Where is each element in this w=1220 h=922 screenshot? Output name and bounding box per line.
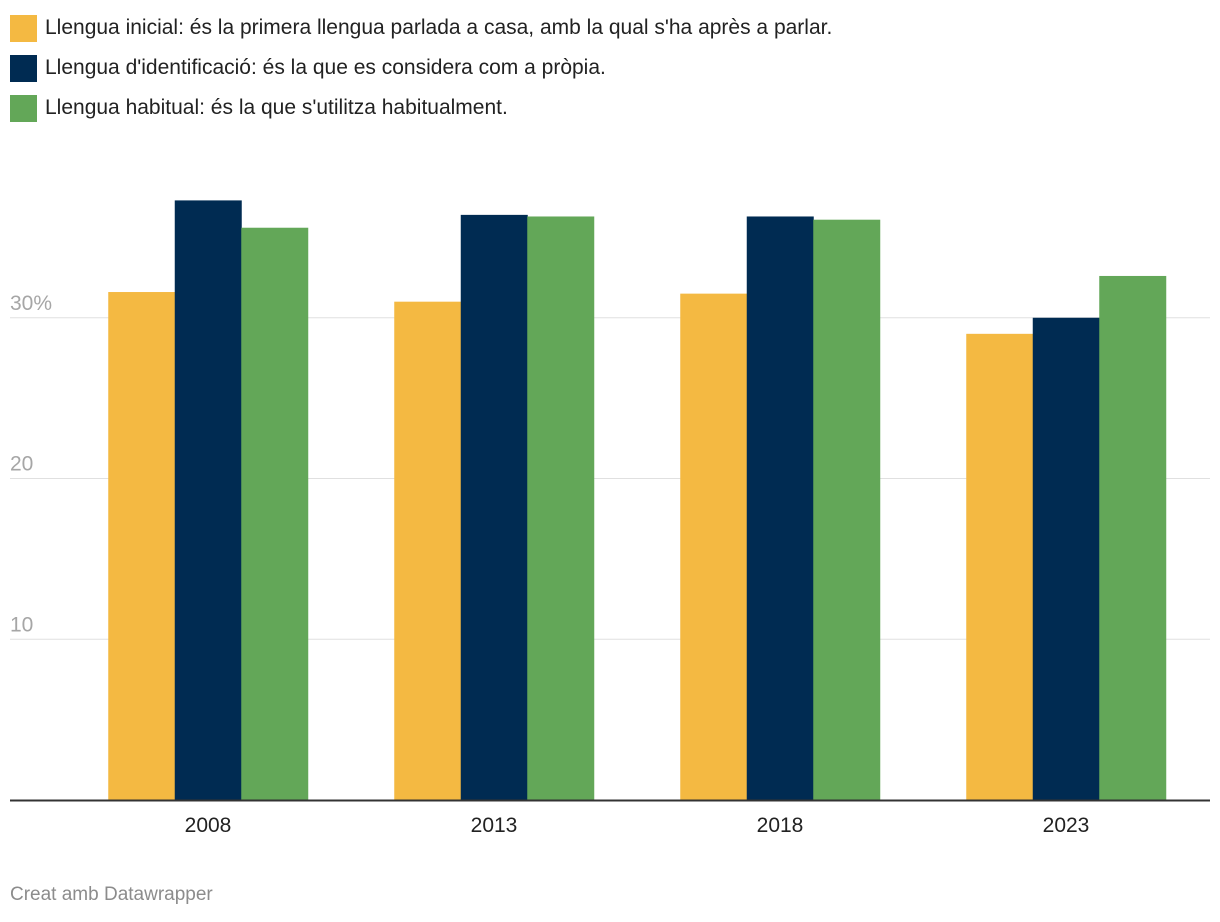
footer-credit: Creat amb Datawrapper [10,884,213,905]
bar-2008-series-1 [108,292,176,800]
bar-2018-series-3 [813,219,881,800]
legend-swatch-llengua-habitual [10,94,37,122]
y-tick-label-10: 10 [10,613,33,636]
legend-label-llengua-habitual: Llengua habitual: és la que s'utilitza h… [45,96,508,119]
y-tick-label-30: 30% [10,292,52,315]
legend-label-llengua-inicial: Llengua inicial: és la primera llengua p… [45,16,833,39]
y-tick-label-20: 20 [10,453,33,476]
chart-legend: Llengua inicial: és la primera llengua p… [10,8,832,128]
bar-2018-series-1 [680,293,748,800]
legend-item-llengua-identificacio: Llengua d'identificació: és la que es co… [10,48,832,88]
bar-2023-series-3 [1099,275,1167,801]
x-tick-label-2013: 2013 [471,814,518,837]
x-tick-label-2018: 2018 [757,814,804,837]
legend-item-llengua-habitual: Llengua habitual: és la que s'utilitza h… [10,88,832,128]
bar-2023-series-2 [1032,317,1100,800]
x-tick-label-2023: 2023 [1043,814,1090,837]
legend-swatch-llengua-inicial [10,14,37,42]
bar-2013-series-3 [527,216,595,801]
legend-item-llengua-inicial: Llengua inicial: és la primera llengua p… [10,8,832,48]
bar-2023-series-1 [966,333,1034,800]
bar-2018-series-2 [746,216,814,801]
bar-2013-series-1 [394,301,462,800]
legend-label-llengua-identificacio: Llengua d'identificació: és la que es co… [45,56,606,79]
legend-swatch-llengua-identificacio [10,54,37,82]
bar-2008-series-2 [174,200,242,801]
x-tick-label-2008: 2008 [185,814,232,837]
bar-2013-series-2 [460,214,528,800]
bar-2008-series-3 [241,227,309,801]
